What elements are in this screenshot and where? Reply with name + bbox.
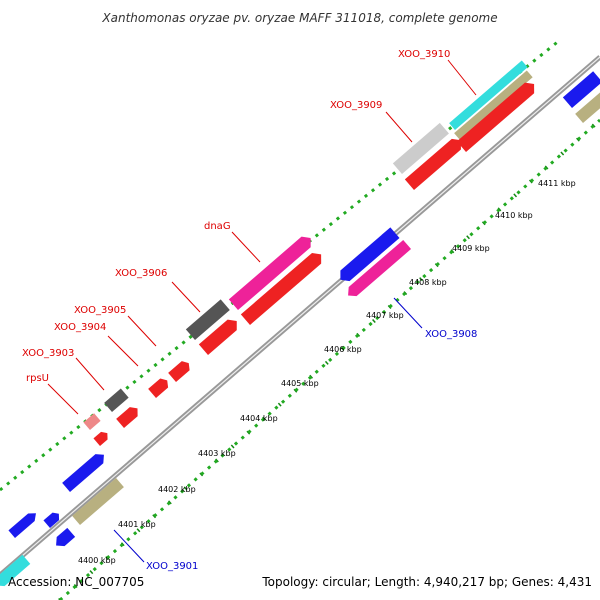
track-tick bbox=[324, 360, 329, 365]
gene-label-XOO_3905[interactable]: XOO_3905 bbox=[74, 305, 126, 316]
gene-XOO_3904-block[interactable] bbox=[148, 376, 171, 398]
gene-label-XOO_3909[interactable]: XOO_3909 bbox=[330, 100, 382, 111]
map-title: Xanthomonas oryzae pv. oryzae MAFF 31101… bbox=[101, 11, 497, 25]
gene-label-XOO_3908[interactable]: XOO_3908 bbox=[425, 329, 477, 340]
gene-label-XOO_3903[interactable]: XOO_3903 bbox=[22, 348, 74, 359]
gene-block-top-right-blue[interactable] bbox=[562, 71, 600, 108]
gene-red-small-1[interactable] bbox=[93, 429, 110, 446]
tick-label-4411: 4411 kbp bbox=[538, 179, 576, 188]
track-tick bbox=[528, 179, 533, 184]
gene-block-blue-small-rev[interactable] bbox=[52, 527, 76, 550]
tick-label-4405: 4405 kbp bbox=[281, 379, 319, 388]
gene-XOO_3908-block-blue[interactable] bbox=[336, 227, 400, 285]
gene-XOO_3910-block-red[interactable] bbox=[456, 79, 539, 152]
gene-XOO_3906-block-gray[interactable] bbox=[185, 299, 230, 340]
tick-label-4402: 4402 kbp bbox=[158, 485, 196, 494]
track-tick bbox=[183, 486, 188, 491]
gene-label-XOO_3904[interactable]: XOO_3904 bbox=[54, 322, 106, 333]
gene-XOO_3910-block-olive[interactable] bbox=[454, 70, 533, 140]
track-tick bbox=[89, 570, 94, 575]
genome-summary-text: Topology: circular; Length: 4,940,217 bp… bbox=[261, 575, 592, 589]
track-tick bbox=[481, 221, 486, 226]
track-tick bbox=[560, 151, 565, 156]
gene-label-XOO_3906[interactable]: XOO_3906 bbox=[115, 268, 167, 279]
gene-label-XOO_3901[interactable]: XOO_3901 bbox=[146, 561, 198, 572]
gene-XOO_3906-block-red[interactable] bbox=[198, 316, 241, 355]
tick-label-4408: 4408 kbp bbox=[409, 278, 447, 287]
tick-label-4410: 4410 kbp bbox=[495, 211, 533, 220]
tick-label-4407: 4407 kbp bbox=[366, 311, 404, 320]
gene-rpsU-block[interactable] bbox=[83, 413, 101, 430]
gene-XOO_3908-block-pink[interactable] bbox=[344, 239, 412, 300]
gene-block-cyan-bottom[interactable] bbox=[0, 554, 31, 590]
track-tick bbox=[513, 193, 518, 198]
gene-XOO_3909-block-gray[interactable] bbox=[392, 122, 449, 174]
gene-XOO_3905-block[interactable] bbox=[168, 359, 192, 382]
tick-label-4401: 4401 kbp bbox=[118, 520, 156, 529]
gene-label-XOO_3910[interactable]: XOO_3910 bbox=[398, 49, 450, 60]
tick-label-4404: 4404 kbp bbox=[240, 414, 278, 423]
gene-XOO_3910-block-cyan[interactable] bbox=[449, 60, 528, 130]
track-tick bbox=[277, 402, 282, 407]
reverse-leader-lines bbox=[113, 297, 423, 563]
gene-block-bottom-left[interactable] bbox=[8, 510, 39, 538]
track-tick bbox=[58, 598, 62, 600]
forward-leader-lines bbox=[47, 59, 477, 415]
gene-XOO_3909-block-red[interactable] bbox=[404, 135, 466, 190]
tick-label-4406: 4406 kbp bbox=[324, 345, 362, 354]
gene-block-olive[interactable] bbox=[72, 478, 124, 525]
tick-label-4403: 4403 kbp bbox=[198, 449, 236, 458]
gene-block-top-right-olive[interactable] bbox=[575, 87, 600, 123]
tick-group: 4400 kbp 4401 kbp 4402 kbp 4403 kbp 4404… bbox=[78, 179, 576, 565]
gene-red-small-2[interactable] bbox=[116, 404, 141, 428]
gene-block-blue-upper[interactable] bbox=[62, 450, 108, 492]
gene-dnaG-red-block[interactable] bbox=[240, 249, 326, 325]
gene-dnaG-block[interactable] bbox=[228, 233, 315, 310]
gene-XOO_3903-block[interactable] bbox=[104, 388, 129, 412]
track-tick bbox=[466, 235, 470, 240]
tick-label-4400: 4400 kbp bbox=[78, 556, 116, 565]
track-tick bbox=[372, 318, 376, 323]
tick-label-4409: 4409 kbp bbox=[452, 244, 490, 253]
gene-label-dnaG[interactable]: dnaG bbox=[204, 221, 231, 232]
genome-backbone-highlight bbox=[0, 56, 600, 576]
track-tick bbox=[230, 444, 235, 449]
inner-track-dotted bbox=[59, 118, 600, 600]
gene-block-small[interactable] bbox=[43, 510, 62, 528]
accession-text: Accession: NC_007705 bbox=[8, 575, 144, 589]
track-tick bbox=[434, 263, 439, 268]
track-tick bbox=[419, 277, 423, 282]
gene-label-rpsU[interactable]: rpsU bbox=[26, 373, 49, 384]
track-tick bbox=[136, 528, 141, 533]
